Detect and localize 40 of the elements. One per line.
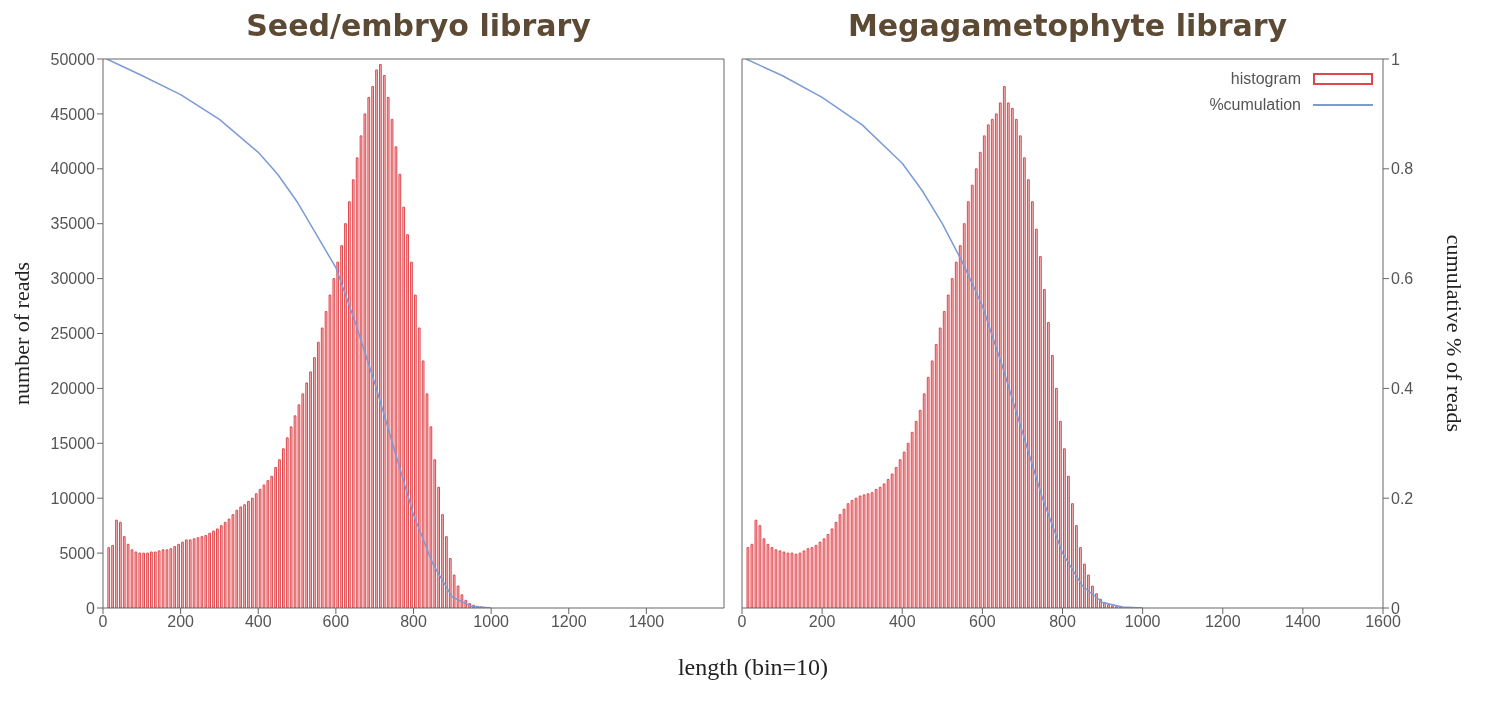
x-tick-label: 1000 xyxy=(1124,613,1161,631)
legend-label: %cumulation xyxy=(1209,95,1301,115)
y-tick-label: 15000 xyxy=(50,434,96,452)
y2-tick-label: 0.4 xyxy=(1391,380,1414,398)
x-axis-title: length (bin=10) xyxy=(676,654,830,681)
x-tick-label: 0 xyxy=(737,613,747,631)
x-tick-label: 400 xyxy=(244,613,272,631)
y-tick-label: 5000 xyxy=(59,544,96,562)
y2-tick-label: 0.8 xyxy=(1391,160,1414,178)
x-tick-label: 1200 xyxy=(1204,613,1241,631)
x-tick-label: 800 xyxy=(1049,613,1076,631)
y-tick-label: 50000 xyxy=(50,50,96,68)
chart-title: Megagametophyte library xyxy=(846,8,1289,45)
y-tick-label: 10000 xyxy=(50,489,96,507)
y-tick-label: 25000 xyxy=(50,325,96,343)
y2-tick-label: 0.6 xyxy=(1391,270,1414,288)
x-tick-label: 1400 xyxy=(628,613,665,631)
x-tick-label: 1400 xyxy=(1285,613,1321,631)
legend-label: histogram xyxy=(1230,69,1301,89)
y-tick-label: 45000 xyxy=(50,105,96,123)
chart-title: Seed/embryo library xyxy=(245,8,592,45)
x-tick-label: 0 xyxy=(98,613,108,631)
x-tick-label: 200 xyxy=(808,613,836,631)
x-tick-label: 1200 xyxy=(550,613,587,631)
x-tick-label: 1600 xyxy=(1365,613,1401,631)
y2-axis-title: cumulative % of reads xyxy=(1442,234,1468,433)
x-tick-label: 800 xyxy=(400,613,427,631)
x-tick-label: 400 xyxy=(888,613,916,631)
x-tick-label: 600 xyxy=(322,613,350,631)
x-tick-label: 600 xyxy=(969,613,996,631)
y-tick-label: 20000 xyxy=(50,380,96,398)
y-tick-label: 40000 xyxy=(50,160,96,178)
y-tick-label: 30000 xyxy=(50,270,96,288)
y-tick-label: 35000 xyxy=(50,215,96,233)
x-tick-label: 200 xyxy=(167,613,195,631)
y2-tick-label: 0.2 xyxy=(1391,489,1414,507)
y2-tick-label: 1 xyxy=(1391,50,1400,68)
y-axis-title: number of reads xyxy=(8,262,34,405)
y-tick-label: 0 xyxy=(86,599,96,617)
x-tick-label: 1000 xyxy=(473,613,510,631)
